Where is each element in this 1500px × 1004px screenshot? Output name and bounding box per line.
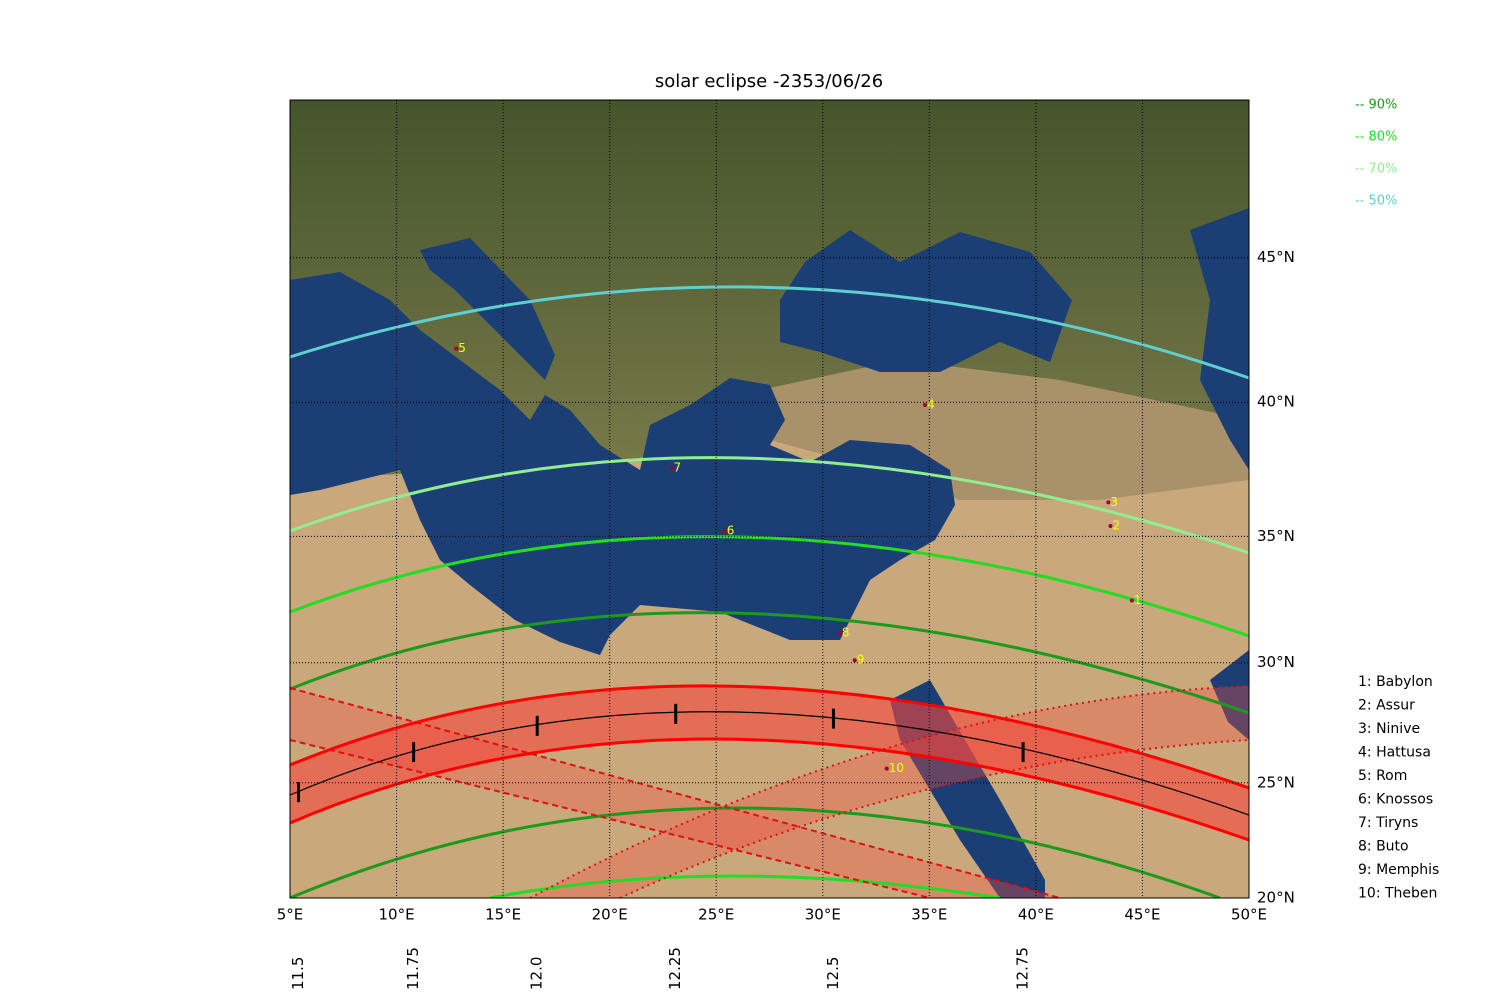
x-tick-label: 45°E	[1124, 906, 1160, 924]
y-tick-label: 45°N	[1257, 248, 1295, 266]
map-frame	[289, 99, 1250, 899]
site-dot	[722, 529, 727, 534]
site-number: 1	[1134, 593, 1142, 607]
site-list-entry: 9: Memphis	[1358, 862, 1439, 878]
site-dot	[454, 346, 459, 351]
site-dot	[837, 631, 842, 636]
magnitude-50	[290, 285, 1249, 380]
site-number: 10	[889, 761, 904, 775]
site-list-entry: 8: Buto	[1358, 839, 1409, 855]
legend-entry: -- 50%	[1355, 194, 1397, 209]
time-label: 12.75	[1014, 947, 1032, 990]
site-dot	[923, 402, 928, 407]
mediterranean-sea	[290, 272, 955, 655]
site-list-entry: 7: Tiryns	[1358, 815, 1418, 831]
legend-entry: -- 70%	[1355, 162, 1397, 177]
caspian-sea	[1190, 208, 1249, 470]
time-label: 12.5	[824, 957, 842, 990]
graticule	[290, 100, 1249, 898]
site-list-entry: 6: Knossos	[1358, 792, 1433, 808]
time-label: 11.5	[289, 957, 307, 990]
legend-entry: -- 80%	[1355, 130, 1397, 145]
site-number: 9	[857, 653, 865, 667]
site-number: 8	[842, 626, 850, 640]
magnitude-80-south	[489, 874, 1001, 898]
basemap: 1 2 3 4 5 6 7 89 10	[290, 100, 1249, 898]
site-number: 3	[1110, 495, 1118, 509]
x-tick-label: 10°E	[379, 906, 415, 924]
time-marks	[297, 703, 1025, 803]
site-dot	[1106, 500, 1111, 505]
site-dot	[1129, 598, 1134, 603]
site-list-entry: 10: Theben	[1358, 886, 1437, 902]
y-tick-label: 35°N	[1257, 527, 1295, 545]
x-tick-label: 15°E	[485, 906, 521, 924]
penumbra-edge	[619, 739, 1249, 898]
site-dot	[669, 465, 674, 470]
x-tick-label: 30°E	[805, 906, 841, 924]
site-list-entry: 3: Ninive	[1358, 721, 1420, 737]
y-tick-label: 20°N	[1257, 889, 1295, 907]
site-dot	[884, 766, 889, 771]
site-dot	[852, 658, 857, 663]
sites: 1 2 3 4 5 6 7 89 10	[454, 341, 1141, 775]
totality-north-limit	[290, 684, 1249, 790]
y-tick-label: 25°N	[1257, 773, 1295, 791]
site-list-entry: 4: Hattusa	[1358, 745, 1431, 761]
x-tick-label: 40°E	[1018, 906, 1054, 924]
y-tick-label: 40°N	[1257, 393, 1295, 411]
site-list-entry: 5: Rom	[1358, 768, 1407, 784]
site-list-entry: 1: Babylon	[1358, 674, 1433, 690]
y-tick-label: 30°N	[1257, 653, 1295, 671]
site-number: 4	[927, 397, 935, 411]
labels: 5°E 10°E 15°E 20°E 25°E 30°E 35°E 40°E 45°E 50°E2…	[277, 98, 1440, 991]
x-tick-label: 5°E	[277, 906, 304, 924]
site-number: 7	[673, 460, 681, 474]
x-tick-label: 25°E	[698, 906, 734, 924]
x-tick-label: 50°E	[1231, 906, 1267, 924]
totality-band	[290, 685, 1249, 840]
x-tick-label: 20°E	[592, 906, 628, 924]
penumbra-edge	[529, 685, 1249, 898]
site-number: 2	[1112, 519, 1120, 533]
magnitude-70	[290, 456, 1249, 555]
legend-entry: -- 90%	[1355, 98, 1397, 113]
magnitude-90	[290, 611, 1249, 715]
site-dot	[1108, 524, 1113, 529]
site-list-entry: 2: Assur	[1358, 698, 1415, 714]
site-number: 6	[727, 524, 735, 538]
time-label: 11.75	[404, 947, 422, 990]
map-title: solar eclipse -2353/06/26	[655, 71, 883, 92]
magnitude-80	[290, 535, 1249, 638]
persian-gulf	[1210, 650, 1249, 740]
magnitude-90-south	[290, 806, 1221, 898]
time-label: 12.0	[528, 957, 546, 990]
time-label: 12.25	[666, 947, 684, 990]
x-tick-label: 35°E	[911, 906, 947, 924]
site-number: 5	[458, 341, 466, 355]
totality-south-limit	[290, 737, 1249, 842]
